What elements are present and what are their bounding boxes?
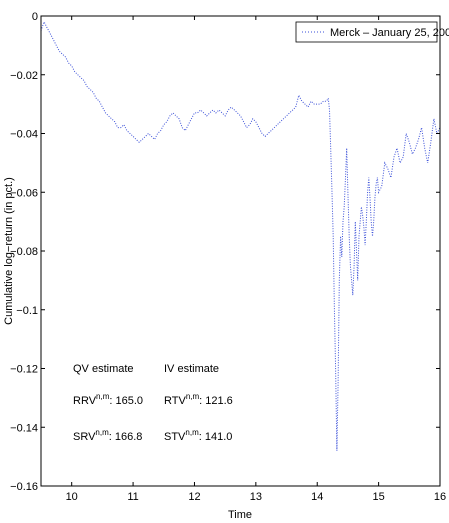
x-axis-ticks: 10 11 12 13 14 15 16 xyxy=(66,16,446,503)
srv-estimate: SRVn,m: 166.8 xyxy=(73,428,142,443)
iv-estimate-header: IV estimate xyxy=(164,363,219,375)
y-tick-label: −0.1 xyxy=(16,305,38,317)
x-tick-label: 11 xyxy=(127,491,138,503)
y-tick-label: −0.04 xyxy=(10,129,38,141)
y-tick-label: −0.12 xyxy=(10,364,38,376)
x-tick-label: 10 xyxy=(66,491,78,503)
y-axis-ticks: 0 −0.02 −0.04 −0.06 −0.08 −0.1 −0.12 −0.14 −0.16 xyxy=(10,11,440,493)
plot-background xyxy=(41,16,440,486)
rrv-estimate: RRVn,m: 165.0 xyxy=(73,392,143,407)
x-tick-label: 14 xyxy=(311,491,323,503)
y-tick-label: −0.08 xyxy=(10,246,38,258)
legend-entry: Merck – January 25, 2008 xyxy=(330,27,449,39)
x-axis-label: Time xyxy=(228,509,252,521)
x-tick-label: 12 xyxy=(188,491,200,503)
legend-box xyxy=(295,21,438,43)
y-tick-label: −0.14 xyxy=(10,422,38,434)
y-tick-label: −0.06 xyxy=(10,187,38,199)
rtv-estimate: RTVn,m: 121.6 xyxy=(164,392,233,407)
estimates-annotation: QV estimate IV estimate RRVn,m: 165.0 SR… xyxy=(73,363,233,443)
y-tick-label: −0.02 xyxy=(10,70,38,82)
stv-estimate: STVn,m: 141.0 xyxy=(164,428,232,443)
x-tick-label: 15 xyxy=(372,491,384,503)
x-tick-label: 13 xyxy=(250,491,262,503)
qv-estimate-header: QV estimate xyxy=(73,363,134,375)
y-tick-label: 0 xyxy=(32,11,38,23)
y-axis-label: Cumulative log−return (in pct.) xyxy=(3,177,15,325)
legend: Merck – January 25, 2008 xyxy=(295,21,449,43)
y-tick-label: −0.16 xyxy=(10,481,38,493)
x-tick-label: 16 xyxy=(434,491,446,503)
